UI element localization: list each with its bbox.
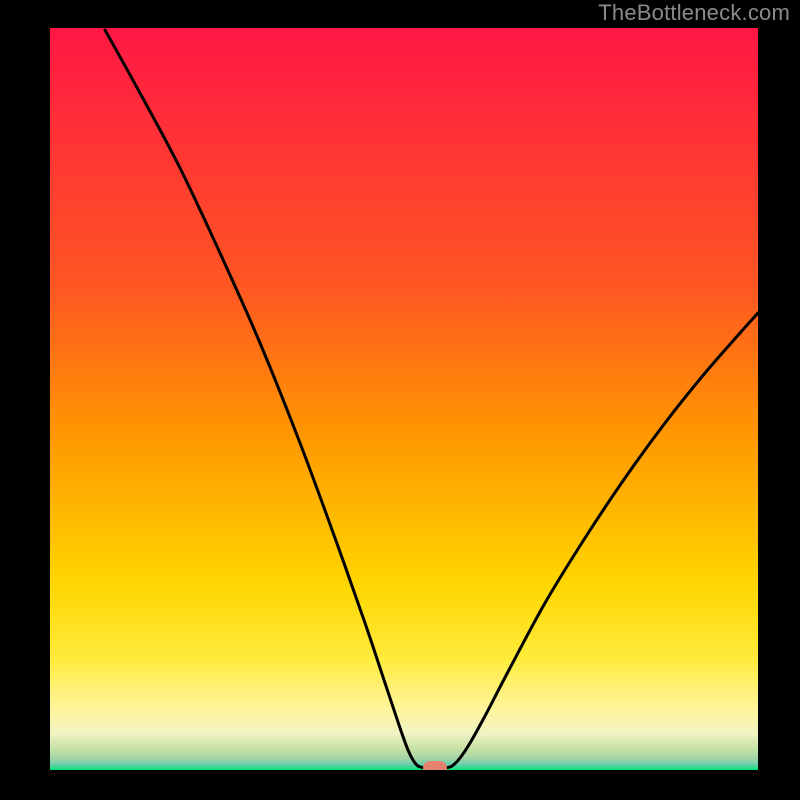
- canvas: TheBottleneck.com: [0, 0, 800, 800]
- optimal-marker: [423, 761, 447, 770]
- watermark-text: TheBottleneck.com: [598, 0, 790, 26]
- plot-area: [50, 28, 758, 770]
- curve-left-branch: [105, 30, 425, 768]
- bottleneck-curve: [50, 28, 758, 770]
- curve-right-branch: [445, 313, 758, 768]
